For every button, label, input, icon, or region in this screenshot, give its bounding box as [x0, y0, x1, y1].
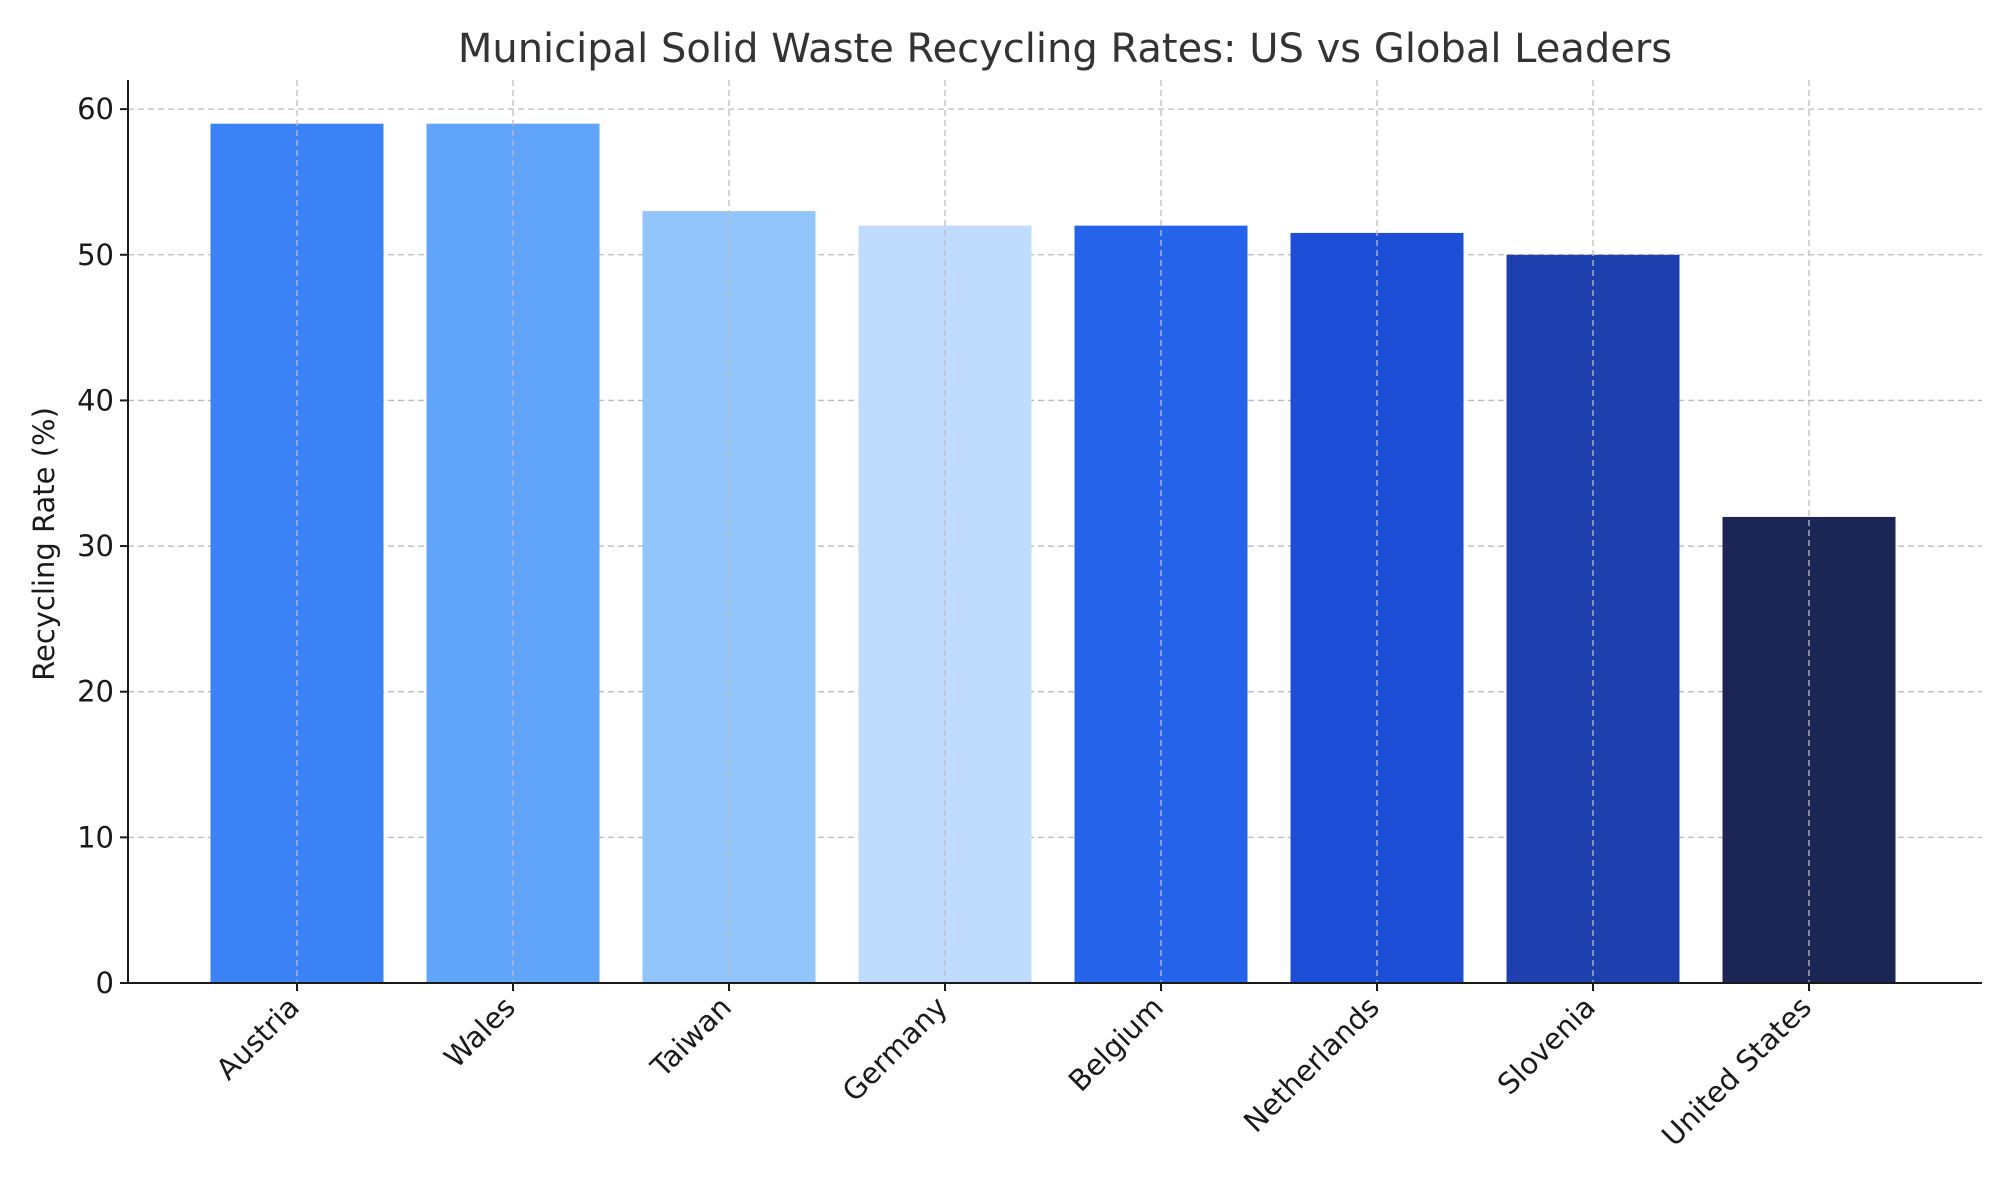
x-tick-label: Germany [836, 990, 954, 1108]
bar-taiwan [642, 211, 816, 984]
y-tick-label: 40 [77, 383, 114, 417]
x-tick-label: United States [1655, 990, 1818, 1153]
axes-layer [127, 80, 1982, 984]
x-ticks: Austria Wales Taiwan Germany Belgium Netherla… [209, 983, 1818, 1153]
y-ticks: 0 10 20 30 40 50 60 [77, 92, 128, 1000]
chart-title: Municipal Solid Waste Recycling Rates: U… [458, 26, 1672, 72]
y-axis-label: Recycling Rate (%) [27, 407, 61, 681]
x-tick-label: Taiwan [643, 990, 737, 1084]
y-tick-label: 10 [77, 820, 114, 854]
y-tick-label: 60 [77, 92, 114, 126]
y-tick-label: 50 [77, 238, 114, 272]
y-tick-label: 30 [77, 529, 114, 563]
grid-layer [128, 108, 1982, 839]
x-tick-label: Netherlands [1237, 990, 1386, 1139]
vertical-grid-layer [296, 80, 1810, 983]
bars-layer [210, 123, 1896, 984]
bar-netherlands [1290, 232, 1464, 983]
x-tick-label: Wales [437, 990, 522, 1075]
x-tick-label: Slovenia [1491, 990, 1602, 1101]
y-tick-label: 20 [77, 675, 114, 709]
y-tick-label: 0 [96, 966, 114, 1000]
x-tick-label: Austria [209, 990, 305, 1086]
x-tick-label: Belgium [1062, 990, 1170, 1098]
